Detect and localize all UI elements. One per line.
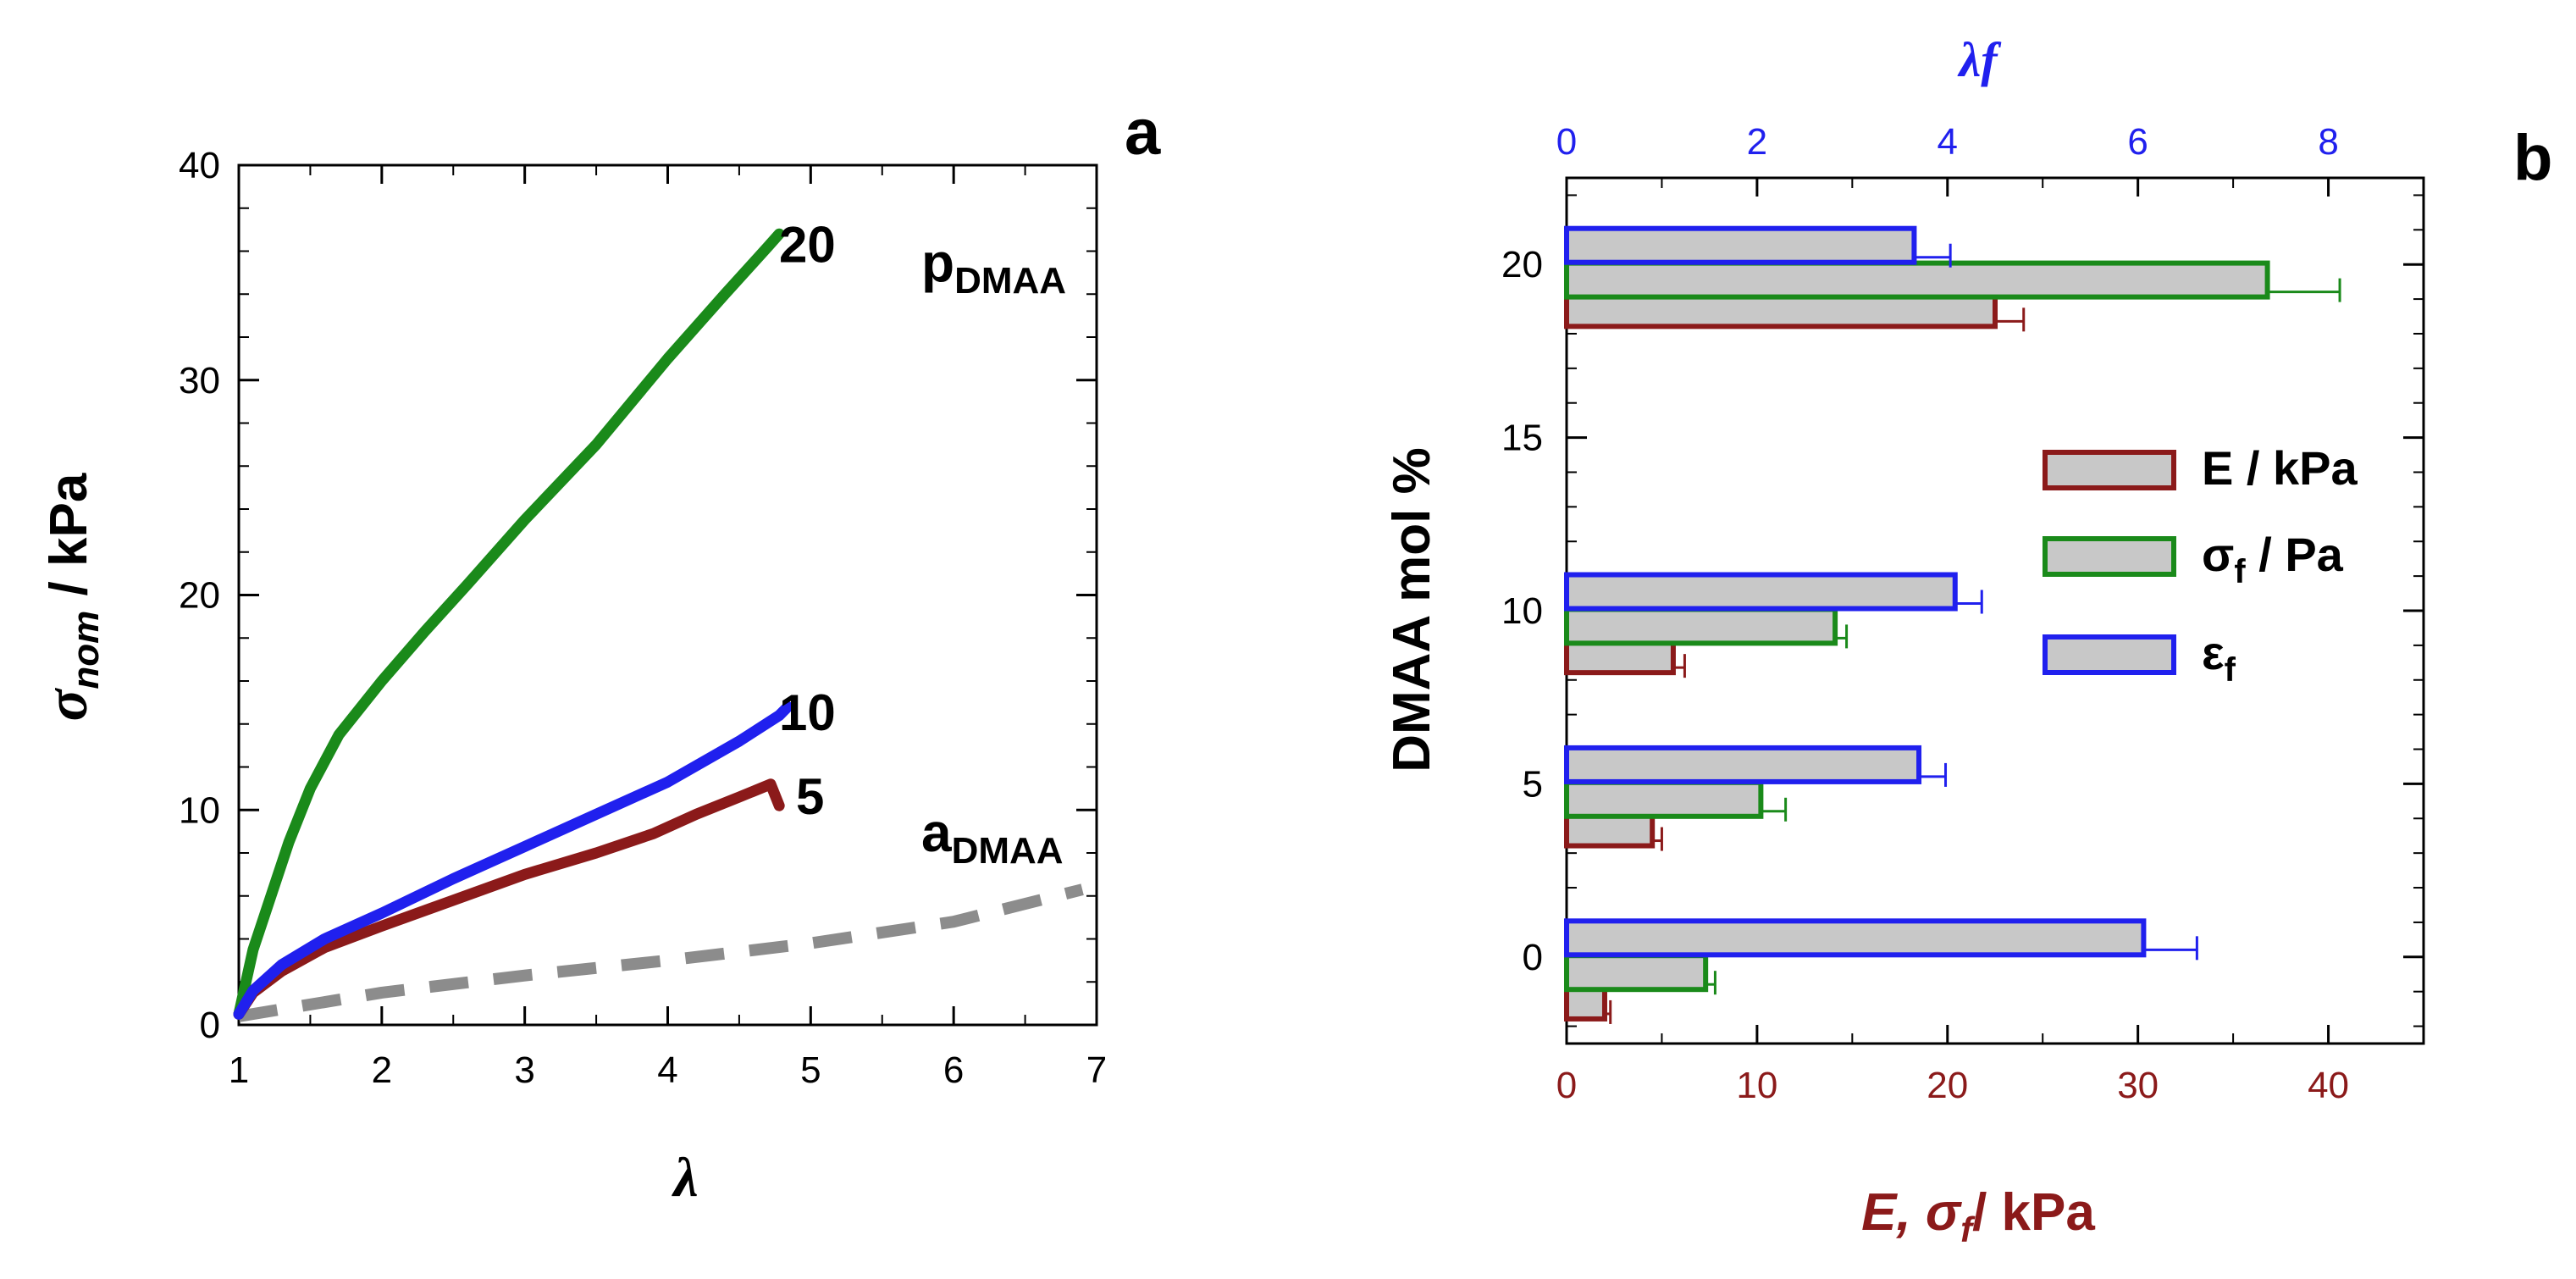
x-top-tick-label: 6	[2127, 121, 2148, 163]
legend-label-main-0: E / kPa	[2202, 441, 2358, 495]
y-tick-label: 20	[179, 575, 220, 617]
series-label-5: 5	[796, 768, 824, 825]
bar-1-10	[1564, 606, 1838, 646]
annotation-admaa-sub: DMAA	[952, 830, 1064, 872]
x-tick-label: 2	[372, 1049, 392, 1091]
y-tick-label: 0	[1523, 937, 1543, 978]
x-bottom-axis-label: E, σf/ kPa	[1861, 1183, 2095, 1249]
annotation-pdmaa: pDMAA	[921, 232, 1066, 302]
x-bottom-axis-label-rest: / kPa	[1972, 1183, 2095, 1242]
y-axis-label-main: σ	[35, 687, 100, 721]
x-bottom-tick-label: 10	[1736, 1065, 1777, 1106]
x-tick-label: 7	[1086, 1049, 1107, 1091]
x-top-tick-label: 0	[1556, 121, 1577, 163]
x-bottom-axis-label-sub: f	[1960, 1210, 1976, 1249]
y-axis-label-sub: nom	[65, 611, 107, 689]
legend-label-1: σf / Pa	[2202, 528, 2344, 590]
series-line-aDMAA	[237, 883, 1084, 1022]
legend-swatch-1	[2043, 536, 2176, 577]
bar-1-0	[1564, 953, 1709, 993]
x-tick-label: 3	[514, 1049, 534, 1091]
annotation-pdmaa-main: p	[921, 232, 954, 293]
legend-label-rest-1: / Pa	[2246, 528, 2344, 581]
x-tick-label: 4	[657, 1049, 677, 1091]
annotation-admaa: aDMAA	[921, 802, 1064, 872]
y-tick-label: 30	[179, 360, 220, 401]
x-top-tick-label: 2	[1747, 121, 1767, 163]
x-bottom-tick-label: 0	[1556, 1065, 1577, 1106]
bar-2-20	[1564, 225, 1917, 265]
series-label-20: 20	[779, 216, 836, 273]
legend-label-sub-1: f	[2234, 553, 2246, 590]
y-tick-label: 10	[179, 789, 220, 831]
annotation-admaa-main: a	[921, 802, 952, 863]
x-bottom-tick-label: 30	[2117, 1065, 2159, 1106]
legend-label-main-2: ε	[2202, 626, 2225, 679]
y-axis-label: DMAA mol %	[1383, 447, 1441, 772]
x-bottom-tick-label: 40	[2308, 1065, 2349, 1106]
panel-label-b: b	[2513, 122, 2552, 194]
y-tick-label: 40	[179, 145, 220, 186]
x-top-tick-label: 4	[1938, 121, 1958, 163]
bar-1-5	[1564, 779, 1764, 819]
y-axis-label: σnom / kPa	[35, 473, 107, 721]
y-tick-label: 5	[1523, 763, 1543, 805]
legend-label-2: εf	[2202, 626, 2236, 689]
bar-2-10	[1564, 572, 1958, 612]
x-tick-label: 1	[229, 1049, 249, 1091]
y-tick-label: 10	[1501, 590, 1543, 632]
bar-2-5	[1564, 745, 1922, 784]
series-label-10: 10	[779, 684, 836, 741]
legend-label-main-1: σ	[2202, 528, 2234, 581]
bar-2-0	[1564, 918, 2147, 958]
y-axis-label-rest: / kPa	[40, 473, 98, 611]
y-tick-label: 20	[1501, 244, 1543, 285]
legend-swatch-0	[2043, 450, 2176, 490]
x-tick-label: 5	[800, 1049, 821, 1091]
bar-1-20	[1564, 260, 2270, 300]
panel-label-a: a	[1125, 97, 1161, 169]
x-bottom-tick-label: 20	[1926, 1065, 1968, 1106]
x-bottom-axis-label-main: E, σ	[1861, 1183, 1963, 1242]
x-top-tick-label: 8	[2318, 121, 2338, 163]
legend-label-0: E / kPa	[2202, 441, 2358, 495]
y-tick-label: 15	[1501, 418, 1543, 459]
legend-swatch-2	[2043, 634, 2176, 675]
x-axis-label: λ	[671, 1147, 698, 1209]
x-top-axis-label: λf	[1957, 32, 2002, 87]
legend-label-sub-2: f	[2225, 651, 2236, 689]
x-tick-label: 6	[943, 1049, 964, 1091]
y-tick-label: 0	[200, 1005, 220, 1046]
annotation-pdmaa-sub: DMAA	[954, 260, 1066, 302]
series-line-10	[233, 700, 793, 1020]
series-line-20	[233, 228, 785, 1020]
